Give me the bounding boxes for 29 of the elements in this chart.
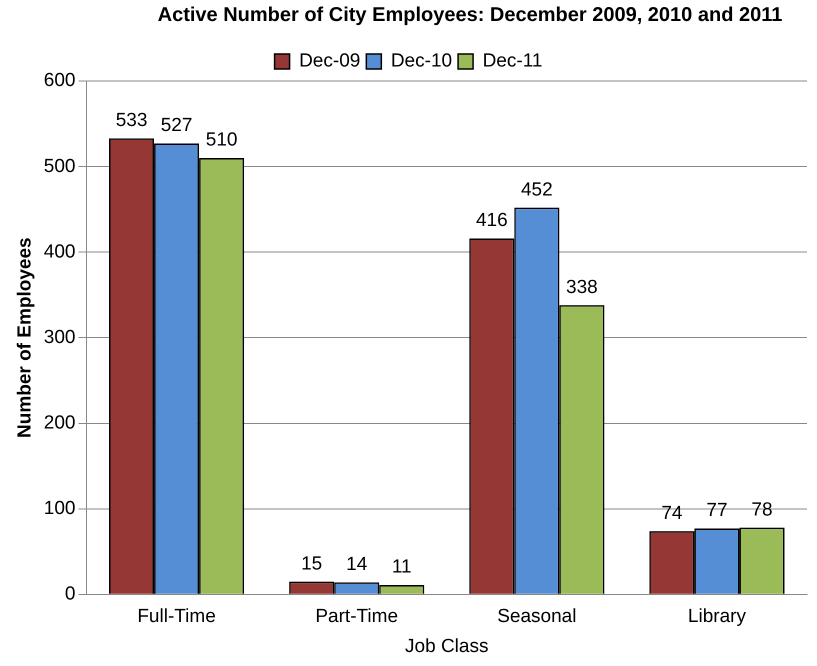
data-label: 338: [566, 276, 598, 298]
x-axis-title: Job Class: [405, 636, 488, 657]
data-label: 452: [520, 179, 553, 200]
y-tick-label: 0: [64, 584, 76, 605]
x-tick-label: Part-Time: [315, 606, 398, 628]
x-tick-label: Seasonal: [497, 606, 576, 628]
data-label: 77: [706, 500, 728, 522]
x-tick-label: Library: [688, 606, 746, 628]
y-tick-label: 200: [44, 412, 76, 434]
y-tick-label: 100: [44, 498, 76, 520]
legend-label: Dec-09: [299, 50, 360, 72]
x-tick-label: Full-Time: [137, 606, 216, 628]
y-tick-label: 400: [44, 241, 76, 262]
data-label: 533: [116, 110, 148, 132]
data-label: 510: [206, 130, 238, 151]
y-axis-title: Number of Employees: [14, 237, 36, 438]
data-label: 527: [160, 115, 192, 136]
data-label: 15: [301, 553, 322, 574]
data-label: 78: [751, 499, 773, 520]
data-label: 74: [661, 502, 683, 524]
data-label: 11: [392, 556, 412, 578]
legend-label: Dec-10: [390, 50, 452, 72]
y-tick-label: 300: [44, 326, 76, 348]
chart-title: Active Number of City Employees: December 2009, 2010 and 2011: [156, 4, 784, 26]
data-label: 416: [476, 210, 508, 232]
y-tick-label: 600: [44, 70, 76, 92]
legend-label: Dec-11: [482, 50, 542, 72]
y-tick-label: 500: [44, 156, 76, 177]
data-label: 14: [346, 554, 368, 576]
